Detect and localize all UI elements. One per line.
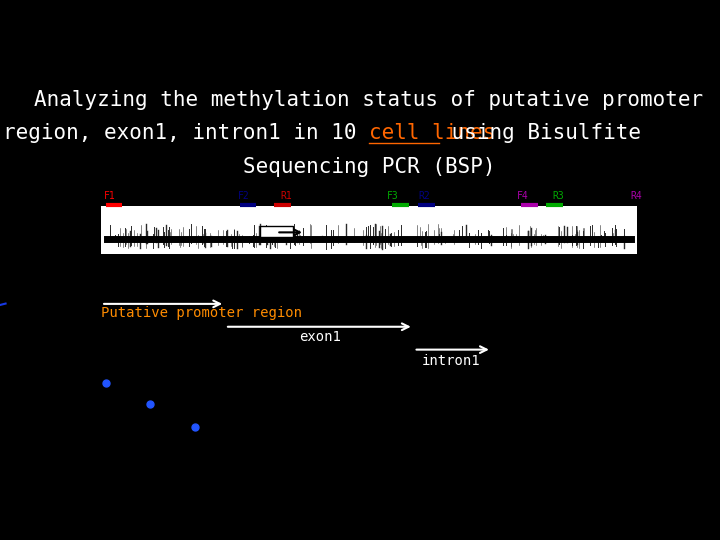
Text: using Bisulfite: using Bisulfite [438,124,641,144]
Text: F2: F2 [238,191,250,201]
Text: cell lines: cell lines [369,124,495,144]
Text: F4: F4 [517,191,528,201]
Text: Putative promoter region: Putative promoter region [101,306,302,320]
Text: R3: R3 [552,191,564,201]
Text: Analyzing the methylation status of putative promoter: Analyzing the methylation status of puta… [35,90,703,110]
Text: intron1: intron1 [422,354,481,368]
Text: R2: R2 [418,191,430,201]
Text: R4: R4 [630,191,642,201]
FancyBboxPatch shape [101,206,637,254]
Text: Sequencing PCR (BSP): Sequencing PCR (BSP) [243,157,495,177]
Text: region, exon1, intron1 in 10: region, exon1, intron1 in 10 [3,124,369,144]
Text: exon1: exon1 [300,330,341,345]
FancyBboxPatch shape [260,226,292,237]
Text: F3: F3 [387,191,399,201]
Text: R1: R1 [281,191,292,201]
Text: F1: F1 [104,191,116,201]
